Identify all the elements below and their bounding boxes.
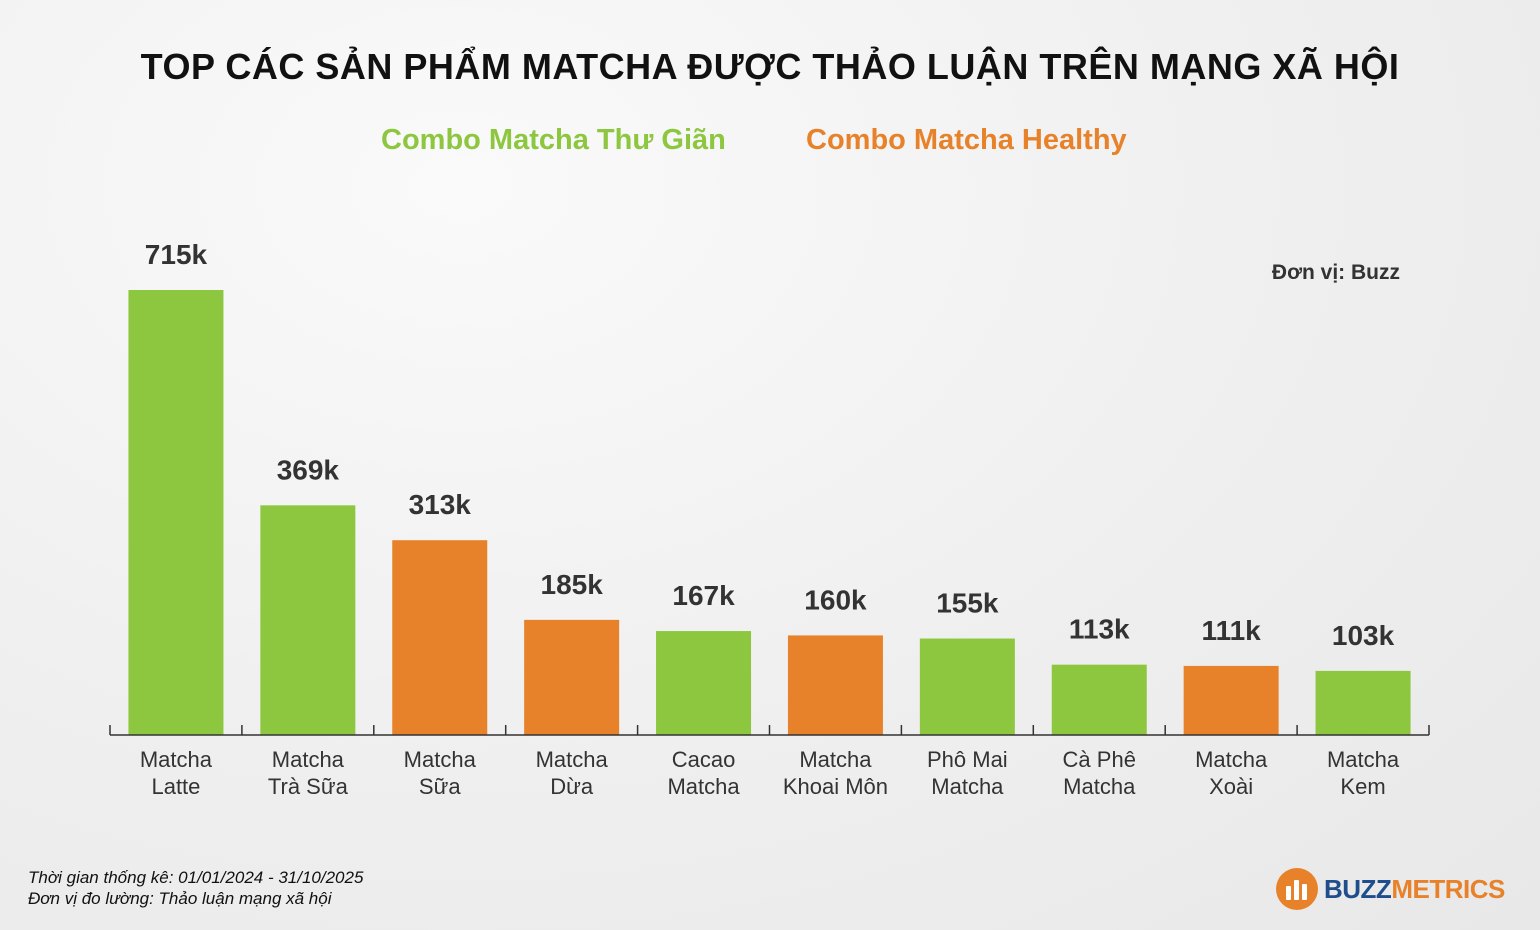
category-label-7-1: Matcha	[1063, 774, 1136, 799]
value-label-9: 103k	[1332, 620, 1395, 651]
buzzmetrics-logo: BUZZMETRICS	[1276, 866, 1506, 914]
value-label-1: 369k	[277, 454, 340, 485]
footer-period: Thời gian thống kê: 01/01/2024 - 31/10/2…	[28, 868, 364, 887]
category-label-6-0: Phô Mai	[927, 747, 1008, 772]
category-label-5-0: Matcha	[799, 747, 872, 772]
category-label-8-0: Matcha	[1195, 747, 1268, 772]
category-label-4-1: Matcha	[667, 774, 740, 799]
legend-healthy: Combo Matcha Healthy	[806, 124, 1127, 156]
category-label-8-1: Xoài	[1209, 774, 1253, 799]
category-label-2-0: Matcha	[404, 747, 477, 772]
category-label-3-0: Matcha	[536, 747, 609, 772]
value-label-0: 715k	[145, 239, 208, 270]
category-label-0-0: Matcha	[140, 747, 213, 772]
bar-1	[260, 505, 356, 735]
value-label-3: 185k	[541, 569, 604, 600]
bar-5	[787, 635, 883, 735]
category-label-1-0: Matcha	[272, 747, 345, 772]
bar-2	[392, 540, 488, 735]
bar-9	[1315, 670, 1411, 735]
category-label-6-1: Matcha	[931, 774, 1004, 799]
footer-unit: Đơn vị đo lường: Thảo luận mạng xã hội	[28, 889, 332, 908]
value-label-6: 155k	[936, 588, 999, 619]
legend-thu-gian: Combo Matcha Thư Giãn	[381, 124, 726, 156]
category-label-3-1: Dừa	[550, 774, 594, 799]
logo-bars-icon	[1276, 868, 1318, 910]
chart-title: TOP CÁC SẢN PHẨM MATCHA ĐƯỢC THẢO LUẬN T…	[140, 46, 1400, 87]
bar-0	[128, 290, 224, 735]
value-label-5: 160k	[804, 584, 867, 615]
unit-label: Đơn vị: Buzz	[1271, 261, 1400, 284]
logo-text: BUZZMETRICS	[1324, 874, 1505, 904]
category-label-7-0: Cà Phê	[1063, 747, 1136, 772]
category-label-5-1: Khoai Môn	[783, 774, 888, 799]
value-label-8: 111k	[1202, 615, 1262, 646]
value-label-4: 167k	[672, 580, 735, 611]
category-label-0-1: Latte	[151, 774, 200, 799]
category-label-4-0: Cacao	[672, 747, 736, 772]
value-label-7: 113k	[1069, 614, 1130, 645]
category-label-2-1: Sữa	[419, 774, 461, 799]
bar-8	[1183, 665, 1279, 735]
category-label-9-0: Matcha	[1327, 747, 1400, 772]
category-label-1-1: Trà Sữa	[268, 774, 349, 799]
bar-4	[656, 631, 752, 735]
category-label-9-1: Kem	[1340, 774, 1385, 799]
bar-6	[919, 638, 1015, 735]
value-label-2: 313k	[409, 489, 472, 520]
bar-3	[524, 619, 620, 735]
bar-7	[1051, 664, 1147, 735]
